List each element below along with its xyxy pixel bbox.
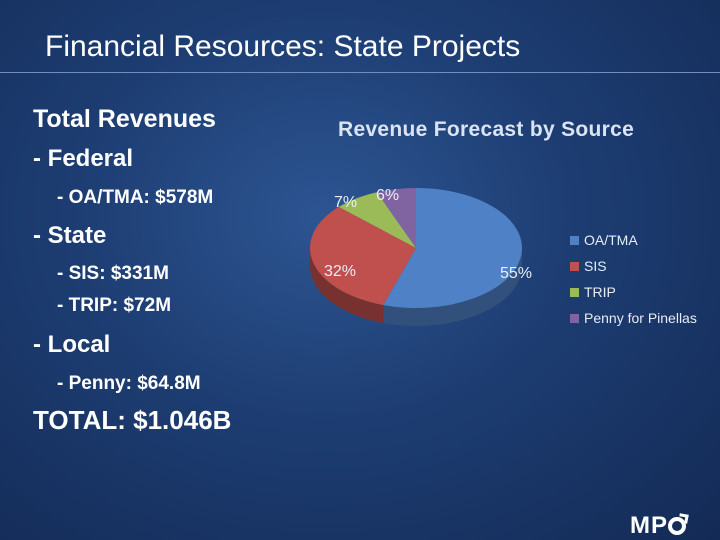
legend-label: TRIP bbox=[584, 284, 616, 300]
legend-swatch bbox=[570, 288, 579, 297]
logo-o-icon bbox=[668, 517, 686, 535]
pie-slice bbox=[338, 192, 416, 248]
pie-data-label: 55% bbox=[500, 265, 532, 282]
title-bar: Financial Resources: State Projects bbox=[0, 0, 720, 73]
pie-slice bbox=[376, 188, 416, 248]
pie-slice-side bbox=[310, 248, 384, 324]
outline-item: TOTAL: $1.046B bbox=[33, 405, 232, 435]
outline-item: - TRIP: $72M bbox=[57, 295, 172, 316]
pie-data-label: 7% bbox=[334, 194, 357, 211]
outline-item: - Federal bbox=[33, 145, 134, 172]
outline-item: - Penny: $64.8M bbox=[57, 373, 201, 394]
legend-swatch bbox=[570, 236, 579, 245]
legend-label: SIS bbox=[584, 258, 607, 274]
legend-swatch bbox=[570, 314, 579, 323]
pie-slice bbox=[383, 188, 522, 308]
mpo-logo: MP bbox=[630, 512, 686, 540]
pie-slice-side bbox=[383, 248, 522, 326]
pie-slice bbox=[310, 206, 416, 306]
outline-item: - SIS: $331M bbox=[57, 263, 169, 284]
pie-data-label: 32% bbox=[324, 263, 356, 280]
outline-item: - OA/TMA: $578M bbox=[57, 187, 214, 208]
pie-data-label: 6% bbox=[376, 187, 399, 204]
chart-title: Revenue Forecast by Source bbox=[338, 118, 635, 141]
pie-chart: 55% 32% 7% 6% bbox=[310, 187, 532, 326]
legend-label: Penny for Pinellas bbox=[584, 310, 697, 326]
outline-item: - Local bbox=[33, 331, 111, 358]
slide-title: Financial Resources: State Projects bbox=[45, 30, 521, 63]
outline-item: Total Revenues bbox=[33, 105, 216, 133]
outline-item: - State bbox=[33, 222, 107, 249]
logo-text: MP bbox=[630, 512, 668, 539]
legend-swatch bbox=[570, 262, 579, 271]
legend-label: OA/TMA bbox=[584, 232, 638, 248]
